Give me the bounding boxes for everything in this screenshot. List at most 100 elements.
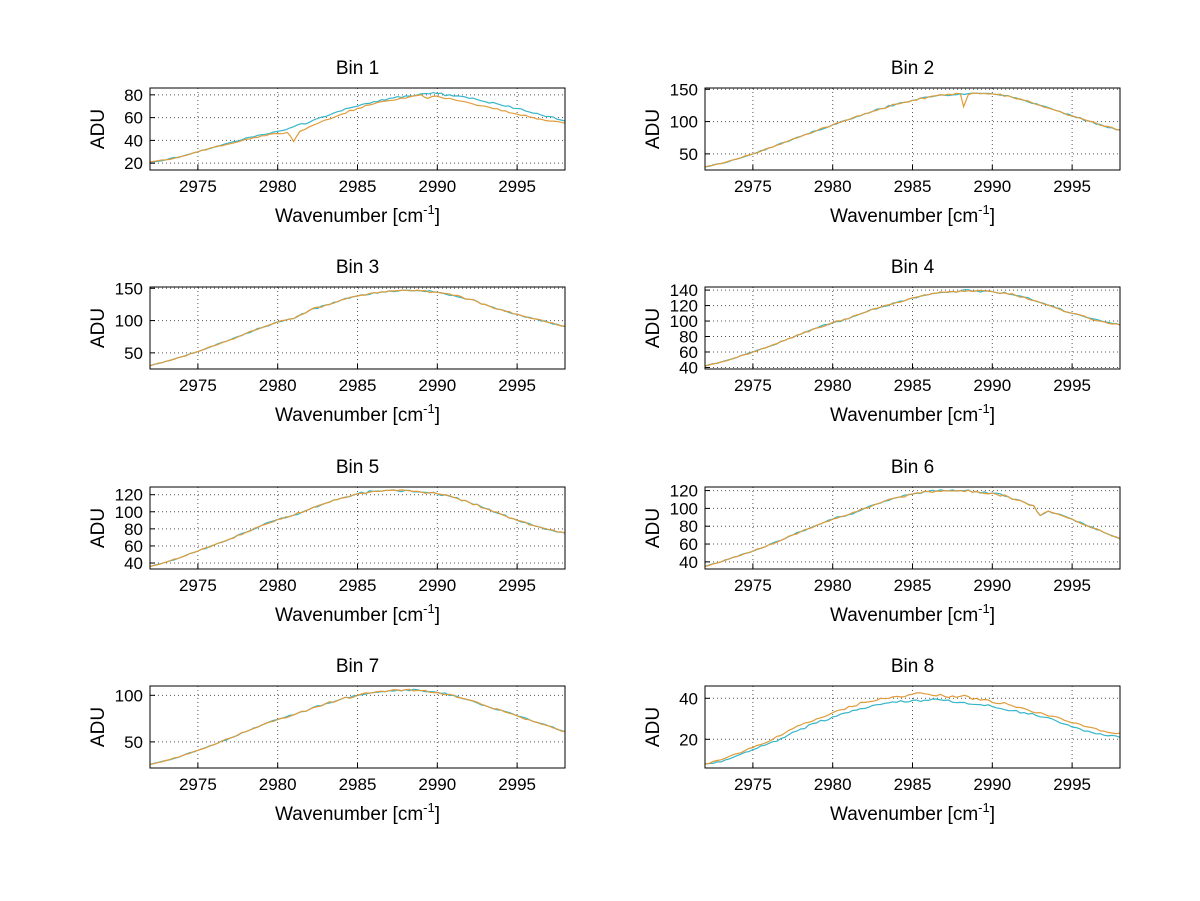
- y-tick-label: 120: [670, 297, 698, 316]
- y-axis-label: ADU: [643, 508, 664, 548]
- x-tick-label: 2990: [418, 576, 456, 595]
- y-tick-label: 50: [679, 145, 698, 164]
- y-tick-label: 50: [124, 344, 143, 363]
- y-tick-label: 100: [115, 312, 143, 331]
- x-tick-label: 2990: [973, 576, 1011, 595]
- y-axis-label: ADU: [88, 109, 109, 149]
- series-line-orange-trace: [149, 489, 566, 567]
- x-tick-label: 2980: [814, 177, 852, 196]
- y-tick-label: 20: [679, 730, 698, 749]
- x-tick-label: 2985: [339, 775, 377, 794]
- subplot-bin-1: 2975 2980 2985 2990 2995 20 40 60 80 Bin 1 ADU Wave…: [88, 58, 566, 227]
- y-tick-label: 100: [670, 499, 698, 518]
- y-tick-label: 40: [679, 553, 698, 572]
- series-line-orange-trace: [704, 92, 1121, 168]
- x-tick-label: 2995: [498, 775, 536, 794]
- subplot-title: Bin 6: [891, 457, 934, 478]
- y-tick-label: 120: [670, 482, 698, 501]
- y-tick-label: 100: [115, 686, 143, 705]
- y-tick-label: 60: [124, 537, 143, 556]
- x-tick-label: 2985: [894, 775, 932, 794]
- y-tick-label: 150: [115, 279, 143, 298]
- x-tick-label: 2980: [814, 775, 852, 794]
- x-axis-label: Wavenumber [cm-1]: [275, 401, 440, 426]
- subplot-title: Bin 4: [891, 257, 935, 278]
- series-line-orange-trace: [704, 289, 1121, 367]
- x-tick-label: 2990: [973, 177, 1011, 196]
- x-tick-label: 2995: [1053, 177, 1091, 196]
- x-tick-label: 2975: [179, 376, 217, 395]
- y-tick-label: 100: [670, 312, 698, 331]
- y-axis-label: ADU: [643, 707, 664, 747]
- subplot-bin-8: 2975 2980 2985 2990 2995 20 40 Bin 8 ADU Wavenumb…: [643, 656, 1121, 825]
- subplot-title: Bin 8: [891, 656, 934, 677]
- x-tick-label: 2985: [339, 576, 377, 595]
- x-tick-label: 2995: [498, 177, 536, 196]
- y-tick-label: 140: [670, 281, 698, 300]
- x-axis-label: Wavenumber [cm-1]: [830, 401, 995, 426]
- x-tick-label: 2980: [259, 775, 297, 794]
- x-tick-label: 2980: [814, 376, 852, 395]
- x-tick-label: 2975: [734, 376, 772, 395]
- y-tick-label: 80: [124, 520, 143, 539]
- y-tick-label: 60: [124, 109, 143, 128]
- x-tick-label: 2980: [259, 376, 297, 395]
- y-tick-label: 150: [670, 80, 698, 99]
- series-line-orange-trace: [149, 289, 566, 367]
- x-axis-label: Wavenumber [cm-1]: [275, 800, 440, 825]
- x-tick-label: 2975: [179, 177, 217, 196]
- x-tick-label: 2975: [179, 775, 217, 794]
- y-tick-label: 80: [124, 86, 143, 105]
- y-tick-label: 40: [124, 131, 143, 150]
- x-axis-label: Wavenumber [cm-1]: [830, 800, 995, 825]
- y-axis-label: ADU: [88, 508, 109, 548]
- y-axis-label: ADU: [643, 109, 664, 149]
- x-tick-label: 2990: [418, 775, 456, 794]
- subplot-bin-3: 2975 2980 2985 2990 2995 50 100 150 Bin 3 ADU Wave…: [88, 257, 566, 426]
- x-tick-label: 2995: [1053, 775, 1091, 794]
- x-tick-label: 2985: [339, 177, 377, 196]
- subplot-bin-7: 2975 2980 2985 2990 2995 50 100 Bin 7 ADU Wavenum…: [88, 656, 566, 825]
- x-tick-label: 2985: [894, 376, 932, 395]
- x-axis-label: Wavenumber [cm-1]: [275, 202, 440, 227]
- x-tick-label: 2990: [418, 177, 456, 196]
- x-tick-label: 2990: [973, 775, 1011, 794]
- x-tick-label: 2985: [339, 376, 377, 395]
- y-tick-label: 20: [124, 154, 143, 173]
- x-tick-label: 2975: [179, 576, 217, 595]
- y-tick-label: 40: [679, 358, 698, 377]
- series-line-orange-trace: [149, 688, 566, 765]
- x-tick-label: 2975: [734, 775, 772, 794]
- y-axis-label: ADU: [88, 707, 109, 747]
- series-line-cyan-trace: [704, 489, 1121, 567]
- x-tick-label: 2995: [1053, 376, 1091, 395]
- x-tick-label: 2990: [973, 376, 1011, 395]
- x-tick-label: 2980: [259, 576, 297, 595]
- series-line-cyan-trace: [149, 91, 566, 163]
- x-tick-label: 2975: [734, 177, 772, 196]
- subplot-title: Bin 2: [891, 58, 934, 79]
- x-tick-label: 2990: [418, 376, 456, 395]
- series-line-orange-trace: [704, 692, 1121, 765]
- y-axis-label: ADU: [88, 308, 109, 348]
- x-axis-label: Wavenumber [cm-1]: [830, 601, 995, 626]
- subplot-bin-2: 2975 2980 2985 2990 2995 50 100 150 Bin 2 ADU Wave…: [643, 58, 1121, 227]
- series-line-orange-trace: [704, 489, 1121, 567]
- y-tick-label: 100: [115, 503, 143, 522]
- x-tick-label: 2985: [894, 576, 932, 595]
- y-tick-label: 80: [679, 328, 698, 347]
- y-tick-label: 120: [115, 486, 143, 505]
- x-axis-label: Wavenumber [cm-1]: [830, 202, 995, 227]
- x-tick-label: 2995: [498, 576, 536, 595]
- x-tick-label: 2985: [894, 177, 932, 196]
- subplot-title: Bin 7: [336, 656, 379, 677]
- series-line-orange-trace: [149, 94, 566, 163]
- y-tick-label: 60: [679, 343, 698, 362]
- x-tick-label: 2975: [734, 576, 772, 595]
- x-tick-label: 2980: [259, 177, 297, 196]
